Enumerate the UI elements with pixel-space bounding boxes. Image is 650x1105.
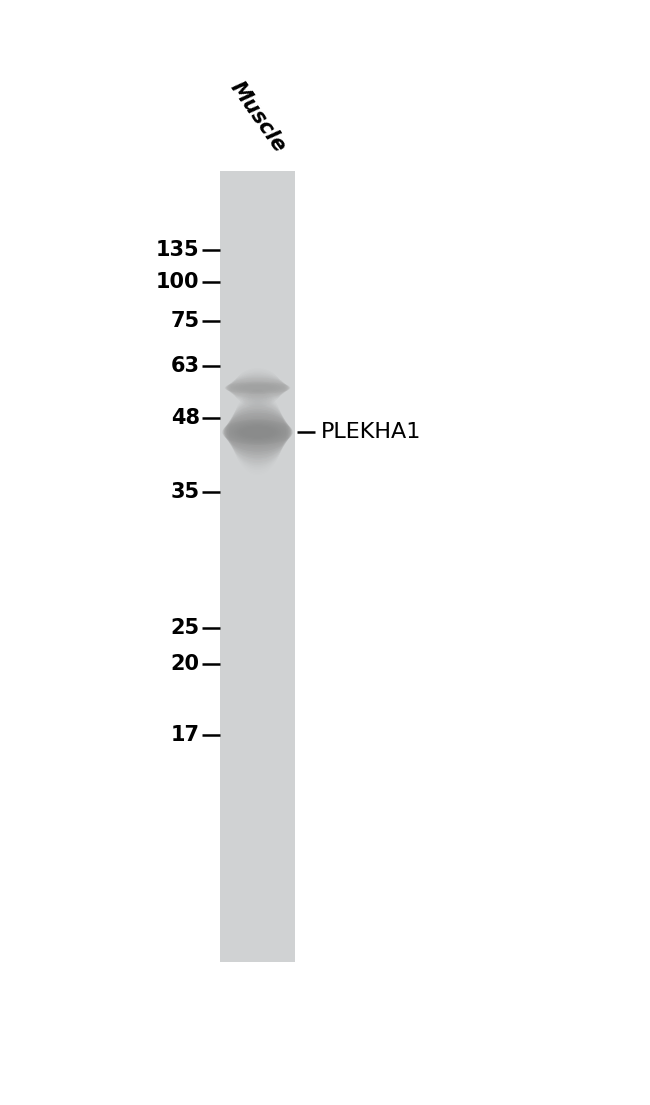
Ellipse shape xyxy=(224,415,292,449)
Ellipse shape xyxy=(226,380,289,396)
Ellipse shape xyxy=(228,401,287,463)
Ellipse shape xyxy=(229,376,286,400)
Ellipse shape xyxy=(224,412,291,452)
Ellipse shape xyxy=(225,411,290,453)
Ellipse shape xyxy=(227,406,289,459)
Ellipse shape xyxy=(234,423,281,441)
Text: 20: 20 xyxy=(171,653,200,674)
Ellipse shape xyxy=(225,382,291,393)
Text: 35: 35 xyxy=(170,482,200,502)
Ellipse shape xyxy=(231,422,283,442)
Ellipse shape xyxy=(226,408,289,456)
Text: 48: 48 xyxy=(171,409,200,429)
Ellipse shape xyxy=(227,420,289,444)
Text: 100: 100 xyxy=(156,272,200,293)
Ellipse shape xyxy=(229,421,286,443)
Ellipse shape xyxy=(226,381,290,394)
Ellipse shape xyxy=(228,377,287,399)
Bar xyxy=(220,171,295,962)
Text: 17: 17 xyxy=(171,725,200,745)
Ellipse shape xyxy=(227,378,288,398)
Ellipse shape xyxy=(226,382,289,393)
Text: PLEKHA1: PLEKHA1 xyxy=(320,422,421,442)
Ellipse shape xyxy=(226,409,289,455)
Ellipse shape xyxy=(229,382,287,393)
Ellipse shape xyxy=(231,383,284,392)
Text: 75: 75 xyxy=(170,311,200,330)
Ellipse shape xyxy=(222,419,292,445)
Ellipse shape xyxy=(227,379,288,397)
Ellipse shape xyxy=(227,404,288,460)
Ellipse shape xyxy=(228,377,287,399)
Text: 63: 63 xyxy=(171,356,200,376)
Text: 135: 135 xyxy=(156,240,200,260)
Ellipse shape xyxy=(224,414,291,450)
Ellipse shape xyxy=(224,419,291,445)
Text: Muscle: Muscle xyxy=(226,78,289,157)
Ellipse shape xyxy=(226,379,289,397)
Ellipse shape xyxy=(228,402,287,462)
Text: 25: 25 xyxy=(170,618,200,638)
Ellipse shape xyxy=(223,418,292,446)
Ellipse shape xyxy=(229,375,285,401)
